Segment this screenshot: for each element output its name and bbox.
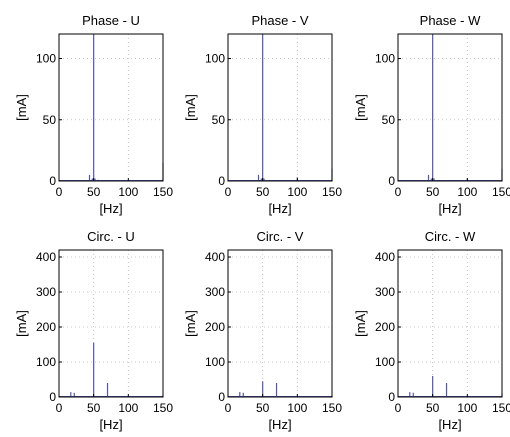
y-tick-label: 0	[218, 174, 225, 188]
chart-panel-1: 0 50 100 150 0 50 100 Phase - U [Hz] [mA]	[14, 13, 173, 216]
y-axis-label: [mA]	[353, 310, 368, 337]
y-tick-label: 100	[205, 355, 225, 369]
y-tick-label: 100	[375, 355, 395, 369]
y-tick-label: 0	[218, 390, 225, 404]
x-tick-label: 50	[426, 401, 440, 415]
x-tick-label: 50	[87, 185, 101, 199]
x-tick-label: 150	[492, 185, 510, 199]
x-tick-label: 150	[153, 185, 173, 199]
y-axis-label: [mA]	[353, 94, 368, 121]
y-tick-label: 50	[382, 113, 396, 127]
chart-title: Circ. - V	[257, 229, 304, 244]
y-tick-label: 100	[36, 355, 56, 369]
chart-panel-4: 0 50 100 150 0 100 200 300 400 Circ. - U [Hz] [mA]	[14, 229, 173, 432]
chart-title: Phase - W	[420, 13, 481, 28]
y-tick-label: 200	[205, 320, 225, 334]
x-tick-label: 100	[118, 401, 138, 415]
x-tick-label: 0	[225, 185, 232, 199]
x-tick-label: 100	[118, 185, 138, 199]
y-tick-label: 100	[375, 52, 395, 66]
x-tick-label: 150	[153, 401, 173, 415]
y-tick-label: 200	[375, 320, 395, 334]
x-axis-label: [Hz]	[438, 201, 461, 216]
y-tick-label: 0	[388, 174, 395, 188]
chart-panel-5: 0 50 100 150 0 100 200 300 400 Circ. - V [Hz] [mA]	[183, 229, 342, 432]
axes-box	[58, 249, 164, 398]
y-tick-label: 400	[36, 250, 56, 264]
chart-title: Circ. - U	[87, 229, 135, 244]
axes-box	[58, 33, 164, 182]
chart-panel-2: 0 50 100 150 0 50 100 Phase - V [Hz] [mA]	[183, 13, 342, 216]
x-axis-label: [Hz]	[99, 417, 122, 432]
x-axis-label: [Hz]	[268, 201, 291, 216]
y-tick-label: 300	[205, 285, 225, 299]
chart-title: Phase - V	[251, 13, 308, 28]
x-axis-label: [Hz]	[268, 417, 291, 432]
x-tick-label: 50	[256, 185, 270, 199]
y-tick-label: 50	[43, 113, 57, 127]
y-tick-label: 100	[205, 52, 225, 66]
x-tick-label: 0	[225, 401, 232, 415]
y-tick-label: 0	[49, 390, 56, 404]
x-tick-label: 0	[395, 185, 402, 199]
y-axis-label: [mA]	[14, 94, 29, 121]
axes-box	[227, 249, 333, 398]
y-axis-label: [mA]	[183, 310, 198, 337]
y-tick-label: 400	[375, 250, 395, 264]
x-tick-label: 0	[395, 401, 402, 415]
axes-box	[397, 249, 503, 398]
x-tick-label: 150	[322, 401, 342, 415]
y-tick-label: 400	[205, 250, 225, 264]
x-axis-label: [Hz]	[99, 201, 122, 216]
y-tick-label: 50	[212, 113, 226, 127]
x-tick-label: 100	[287, 401, 307, 415]
axes-box	[227, 33, 333, 182]
x-tick-label: 50	[87, 401, 101, 415]
y-axis-label: [mA]	[14, 310, 29, 337]
y-tick-label: 100	[36, 52, 56, 66]
y-tick-label: 300	[36, 285, 56, 299]
x-tick-label: 50	[426, 185, 440, 199]
x-tick-label: 100	[457, 401, 477, 415]
x-tick-label: 0	[56, 185, 63, 199]
y-tick-label: 200	[36, 320, 56, 334]
x-tick-label: 100	[287, 185, 307, 199]
x-axis-label: [Hz]	[438, 417, 461, 432]
chart-title: Circ. - W	[425, 229, 476, 244]
chart-panel-6: 0 50 100 150 0 100 200 300 400 Circ. - W [Hz] [mA]	[353, 229, 510, 432]
x-tick-label: 0	[56, 401, 63, 415]
x-tick-label: 100	[457, 185, 477, 199]
x-tick-label: 150	[322, 185, 342, 199]
chart-panel-3: 0 50 100 150 0 50 100 Phase - W [Hz] [mA]	[353, 13, 510, 216]
y-axis-label: [mA]	[183, 94, 198, 121]
x-tick-label: 150	[492, 401, 510, 415]
y-tick-label: 0	[388, 390, 395, 404]
x-tick-label: 50	[256, 401, 270, 415]
axes-box	[397, 33, 503, 182]
chart-title: Phase - U	[82, 13, 140, 28]
y-tick-label: 0	[49, 174, 56, 188]
y-tick-label: 300	[375, 285, 395, 299]
